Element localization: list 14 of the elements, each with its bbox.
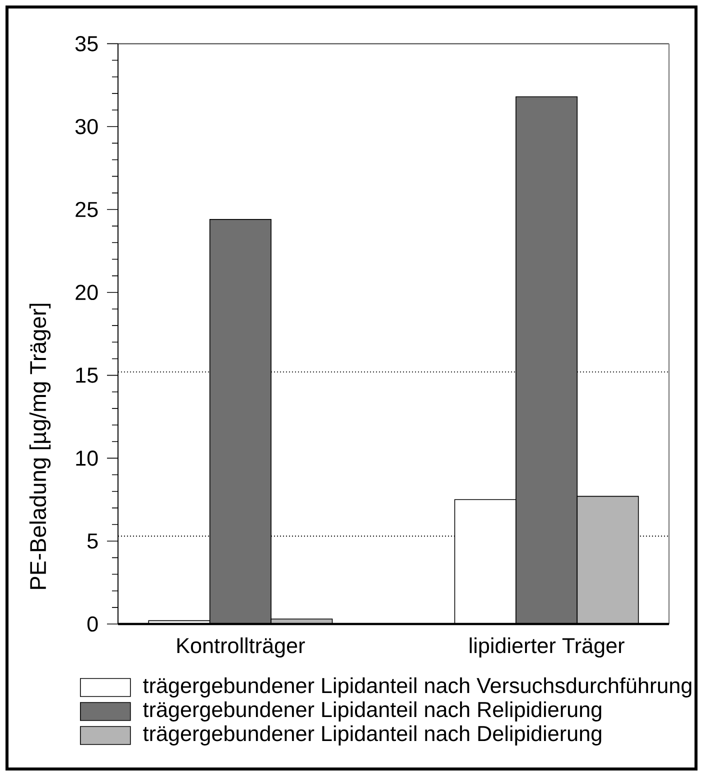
y-tick-label: 25 xyxy=(76,202,98,218)
y-tick-label: 35 xyxy=(75,36,98,52)
y-tick-label: 0 xyxy=(87,616,98,632)
legend-label: trägergebundener Lipidanteil nach Delipidierung xyxy=(143,725,602,746)
y-tick-label: 10 xyxy=(76,450,98,466)
x-tick-label: lipidierter Träger xyxy=(470,637,624,658)
legend-label: trägergebundener Lipidanteil nach Versuchsdurchführung xyxy=(143,677,692,698)
x-tick-label: Kontrollträger xyxy=(177,637,305,658)
y-tick-label: 15 xyxy=(76,368,98,383)
legend-label: trägergebundener Lipidanteil nach Relipidierung xyxy=(143,701,602,722)
y-tick-label: 5 xyxy=(87,534,98,549)
y-tick-label: 20 xyxy=(76,284,98,300)
y-axis-title: PE-Beladung [µg/mg Träger] xyxy=(29,304,51,589)
y-tick-label: 30 xyxy=(75,118,98,134)
